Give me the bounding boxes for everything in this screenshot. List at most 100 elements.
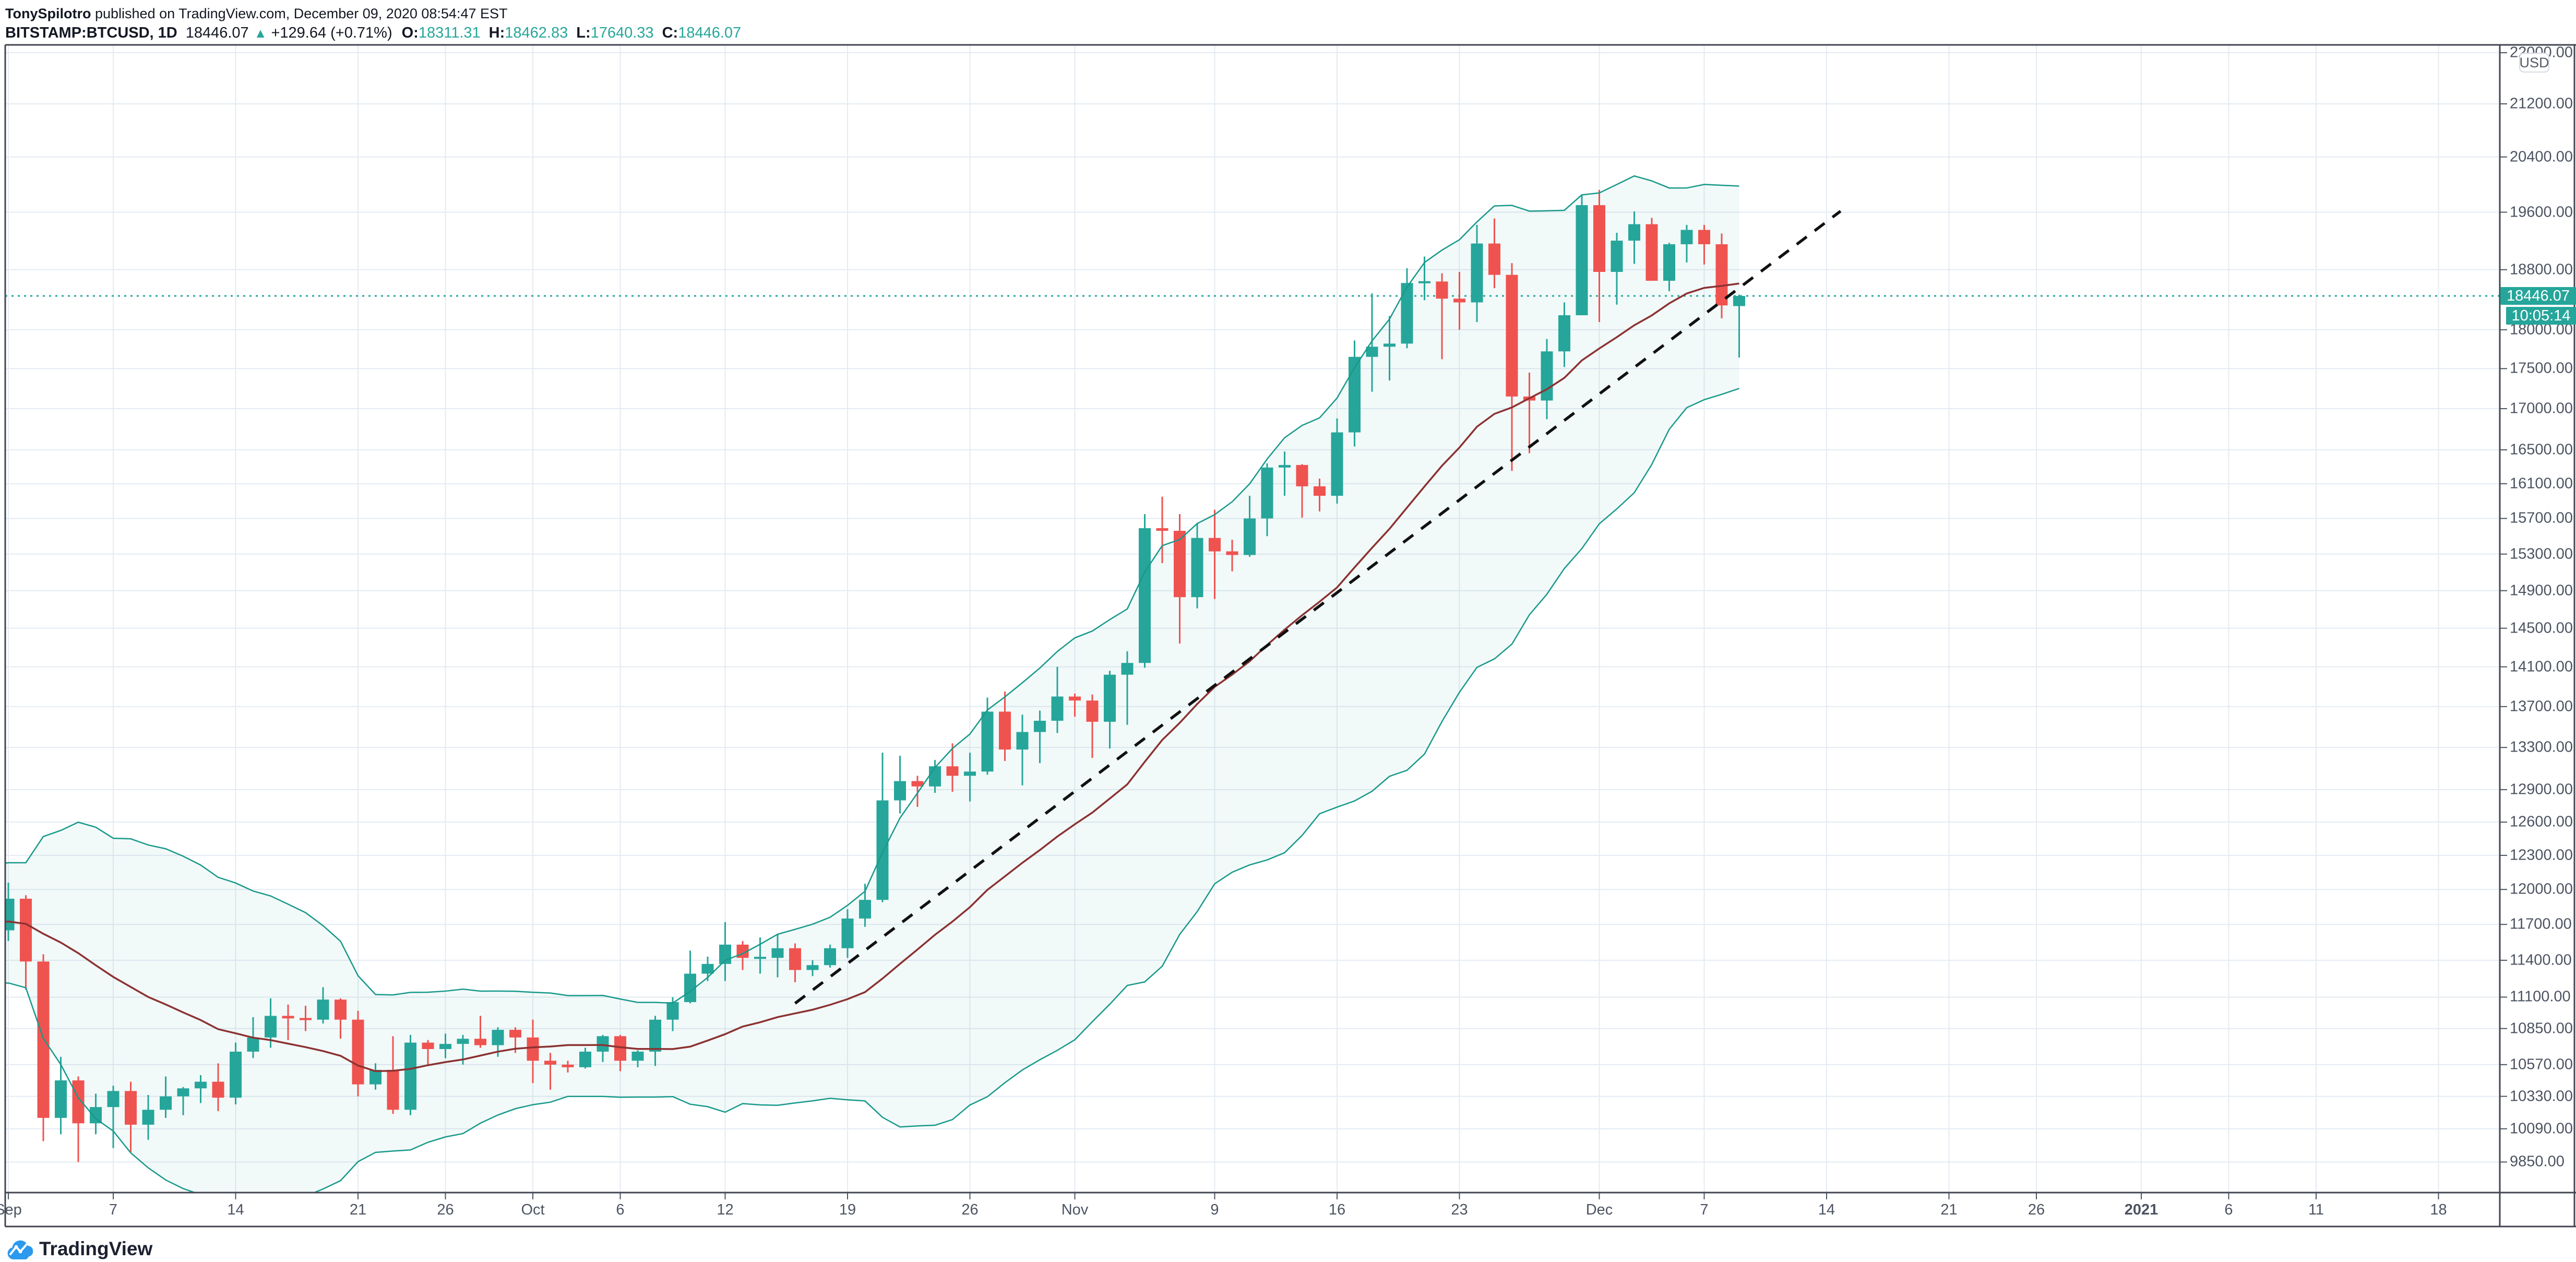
candle-body — [1174, 531, 1186, 598]
time-tick-label: 7 — [1700, 1201, 1709, 1218]
candle-body — [1121, 663, 1134, 675]
byline-text: published on TradingView.com, December 0… — [91, 6, 508, 21]
time-tick-label: 14 — [227, 1201, 244, 1218]
candle-body — [5, 898, 15, 931]
candle-body — [946, 766, 959, 776]
candle-body — [1488, 243, 1500, 275]
candle-body — [125, 1091, 137, 1125]
candle-body — [824, 948, 836, 966]
candle-body — [90, 1107, 102, 1124]
candle-body — [789, 948, 801, 970]
last-price: 18446.07 — [185, 25, 249, 41]
candle-body — [422, 1042, 434, 1049]
candle-body — [1279, 465, 1291, 468]
high-value: H:18462.83 — [488, 25, 568, 41]
candle-body — [1051, 696, 1064, 721]
candle-body — [1558, 315, 1570, 352]
time-tick-label: 26 — [961, 1201, 979, 1218]
candle-body — [544, 1061, 556, 1065]
candle-body — [160, 1096, 172, 1110]
candle-body — [335, 999, 347, 1020]
time-tick-label: 11 — [2308, 1201, 2324, 1218]
candle-body — [107, 1091, 120, 1108]
price-tick-label: 21200.00 — [2510, 95, 2573, 112]
price-scale[interactable]: 22000.0021200.0020400.0019600.0018800.00… — [2500, 44, 2576, 1227]
candle-body — [509, 1030, 521, 1038]
price-tick-label: 17000.00 — [2510, 400, 2573, 417]
tradingview-wordmark: TradingView — [39, 1238, 153, 1259]
price-tick-label: 11700.00 — [2510, 915, 2572, 933]
currency-toggle-button[interactable]: USD — [2519, 53, 2549, 73]
candle-body — [20, 898, 32, 962]
candle-body — [1593, 205, 1605, 272]
candle-body — [876, 800, 889, 900]
candle-body — [1541, 351, 1553, 401]
dashed-trendline[interactable] — [794, 210, 1842, 1005]
candle-body — [701, 963, 714, 974]
time-tick-label: Sep — [0, 1201, 22, 1218]
bar-countdown-label: 10:05:14 — [2506, 307, 2576, 325]
candle-body — [282, 1016, 294, 1019]
time-tick-label: 16 — [1328, 1201, 1346, 1218]
last-price-axis-label: 18446.07 — [2500, 287, 2576, 305]
candle-body — [1645, 224, 1658, 281]
time-scale[interactable]: Sep 7 14 21 26 Oct 6 12 19 26 Nov 9 16 23 Dec 7 14 21 26 20… — [0, 1193, 2500, 1227]
candle-body — [230, 1051, 242, 1098]
price-tick-label: 12000.00 — [2510, 880, 2573, 898]
symbol-title[interactable]: BITSTAMP:BTCUSD, 1D — [5, 25, 177, 41]
candle-body — [1628, 224, 1640, 241]
candle-body — [527, 1037, 539, 1061]
time-tick-label: Dec — [1585, 1201, 1613, 1218]
candle-body — [1436, 281, 1448, 299]
candle-body — [894, 781, 906, 801]
price-tick-label: 10850.00 — [2510, 1020, 2573, 1037]
bollinger-basis-sma — [5, 282, 1739, 1073]
candle-body — [1715, 244, 1728, 306]
candle-body — [1663, 244, 1675, 281]
candle-body — [771, 948, 784, 958]
candle-body — [1139, 528, 1151, 663]
low-value: L:17640.33 — [576, 25, 654, 41]
time-tick-label: 18 — [2430, 1201, 2447, 1218]
candle-body — [1226, 551, 1238, 555]
candle-body — [841, 918, 854, 948]
candle-body — [247, 1037, 259, 1052]
time-tick-label: 26 — [437, 1201, 454, 1218]
price-tick-label: 13700.00 — [2510, 698, 2573, 715]
price-tick-label: 11100.00 — [2510, 988, 2571, 1005]
close-value: C:18446.07 — [662, 25, 742, 41]
author-name[interactable]: TonySpilotro — [5, 6, 91, 21]
candle-body — [265, 1016, 277, 1038]
price-change: +129.64 (+0.71%) — [271, 25, 392, 41]
time-tick-label: 23 — [1451, 1201, 1468, 1218]
tradingview-logo[interactable]: TradingView — [7, 1236, 152, 1262]
candle-body — [806, 965, 819, 970]
candle-body — [404, 1042, 416, 1110]
candle-body — [1418, 281, 1430, 283]
candle-body — [1611, 241, 1623, 272]
candle-body — [1314, 486, 1326, 496]
candle-body — [1366, 347, 1378, 357]
time-tick-label: 2021 — [2124, 1201, 2158, 1218]
time-tick-label: 19 — [839, 1201, 856, 1218]
candle-body — [387, 1069, 399, 1110]
candle-body — [1296, 465, 1308, 486]
candle-body — [1016, 732, 1029, 750]
candle-body — [352, 1019, 364, 1085]
open-value: O:18311.31 — [401, 25, 481, 41]
candle-body — [562, 1064, 574, 1067]
candle-body — [1384, 343, 1396, 347]
price-tick-label: 11400.00 — [2510, 951, 2572, 969]
candle-body — [369, 1069, 381, 1085]
candle-body — [1401, 283, 1413, 344]
time-tick-label: Oct — [521, 1201, 545, 1218]
candle-body — [1191, 538, 1203, 598]
candle-body — [1261, 467, 1273, 519]
price-tick-label: 12900.00 — [2510, 781, 2573, 798]
candle-body — [195, 1081, 207, 1089]
price-tick-label: 16100.00 — [2510, 475, 2573, 492]
candle-body — [1680, 230, 1693, 244]
candle-body — [1471, 243, 1483, 303]
candle-body — [684, 973, 696, 1002]
